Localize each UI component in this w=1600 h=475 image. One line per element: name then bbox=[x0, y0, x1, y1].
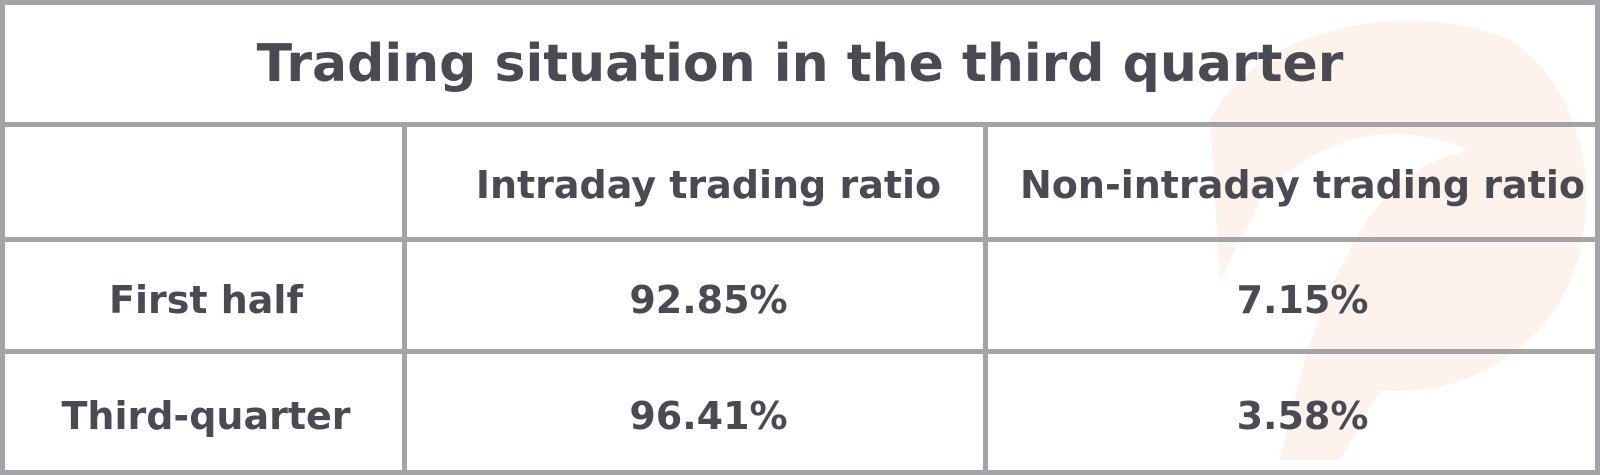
column-header: Intraday trading ratio bbox=[475, 163, 942, 207]
border bbox=[0, 470, 1600, 475]
border bbox=[402, 122, 407, 475]
table-cell: 92.85% bbox=[629, 278, 788, 322]
border bbox=[1595, 0, 1600, 475]
column-header: Non-intraday trading ratio bbox=[1020, 163, 1585, 207]
border bbox=[0, 0, 1600, 5]
border bbox=[983, 122, 988, 475]
border bbox=[0, 237, 1600, 242]
table-cell: 96.41% bbox=[629, 394, 788, 438]
border bbox=[0, 122, 1600, 127]
row-label: Third-quarter bbox=[61, 394, 351, 438]
table-cell: 3.58% bbox=[1236, 394, 1369, 438]
border bbox=[0, 349, 1600, 354]
table-title: Trading situation in the third quarter bbox=[256, 33, 1344, 94]
row-label: First half bbox=[109, 278, 303, 322]
border bbox=[0, 0, 5, 475]
table-cell: 7.15% bbox=[1236, 278, 1369, 322]
